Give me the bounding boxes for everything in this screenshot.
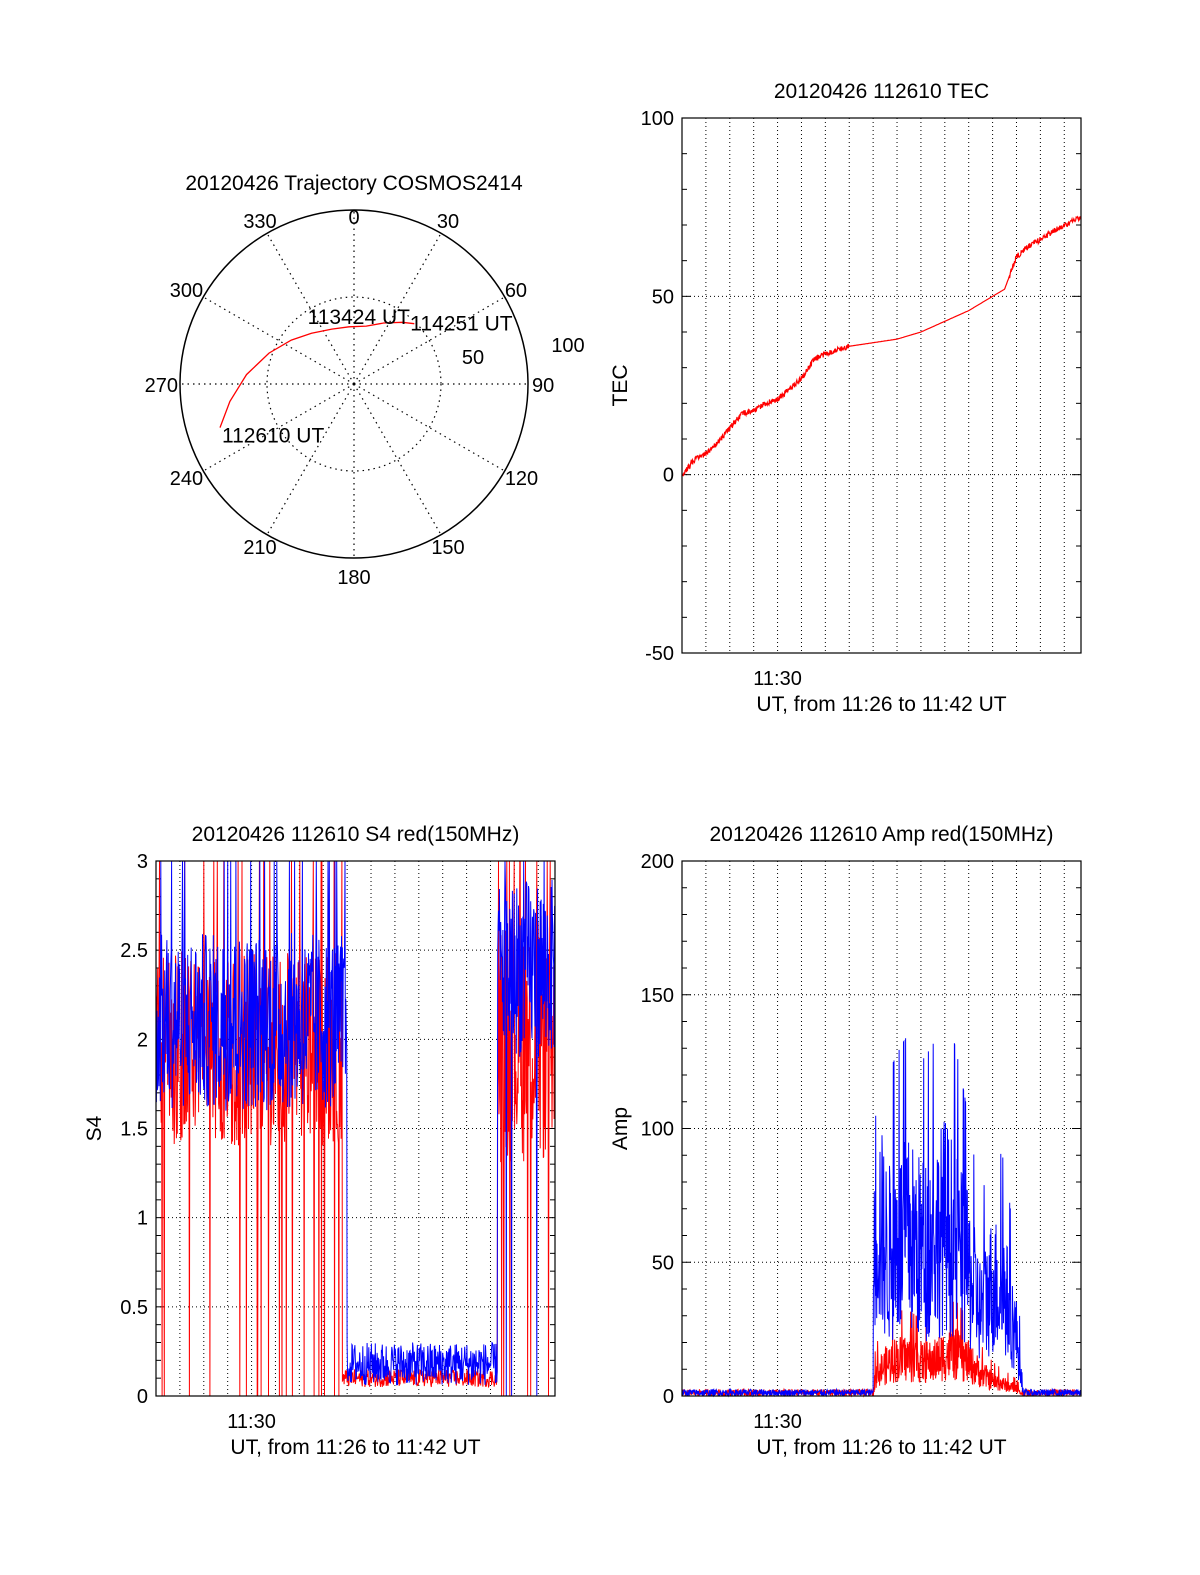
azimuth-label: 0 (348, 207, 359, 229)
trajectory-annotation: 114251 UT (410, 313, 513, 336)
y-tick-label: 2 (137, 1029, 148, 1051)
y-axis-label: S4 (83, 1115, 106, 1141)
y-tick-label: 2.5 (120, 940, 148, 962)
y-axis-label: TEC (609, 365, 632, 407)
ring-label: 100 (551, 335, 584, 357)
series-line (155, 860, 556, 1397)
polar-spoke (266, 233, 355, 385)
azimuth-label: 300 (170, 280, 203, 302)
chart-title: 20120426 112610 Amp red(150MHz) (709, 823, 1053, 846)
x-axis-label: UT, from 11:26 to 11:42 UT (756, 1436, 1006, 1459)
plot-frame (681, 117, 1082, 654)
azimuth-label: 120 (505, 468, 538, 490)
polar-spoke (353, 233, 442, 385)
polar-spoke (353, 383, 442, 535)
y-tick-label: 1.5 (120, 1119, 148, 1141)
azimuth-label: 30 (437, 211, 459, 233)
y-tick-label: 0 (663, 465, 674, 487)
azimuth-label: 150 (431, 537, 464, 559)
plot-frame (155, 860, 556, 1397)
series-line (681, 215, 1082, 477)
x-tick-label: 11:30 (753, 668, 802, 690)
y-tick-label: 0 (137, 1386, 148, 1408)
polar-spoke (353, 296, 505, 385)
y-tick-label: 0 (663, 1386, 674, 1408)
azimuth-label: 270 (145, 375, 178, 397)
y-tick-label: 150 (641, 985, 674, 1007)
polar-spoke (266, 383, 355, 535)
plot-frame (681, 860, 1082, 1397)
y-tick-label: 100 (641, 1119, 674, 1141)
azimuth-label: 330 (243, 211, 276, 233)
series-line (155, 860, 556, 1397)
x-tick-label: 11:30 (753, 1411, 802, 1433)
x-tick-label: 11:30 (227, 1411, 276, 1433)
y-tick-label: 3 (137, 851, 148, 873)
trajectory-annotation: 112610 UT (222, 425, 325, 448)
chart-panel-tec: 20120426 112610 TEC -50 0 50 100 11:30 UT, fro… (609, 80, 1082, 716)
trajectory-line (219, 321, 415, 428)
series-line (681, 1038, 1082, 1398)
polar-spoke (353, 383, 505, 472)
y-tick-label: 100 (641, 108, 674, 130)
ring-label: 50 (462, 347, 484, 369)
chart-panel-amp: 20120426 112610 Amp red(150MHz) 0 50 100 150… (609, 823, 1082, 1459)
chart-title: 20120426 112610 TEC (774, 80, 989, 103)
polar-spoke (203, 296, 355, 385)
azimuth-label: 90 (532, 375, 554, 397)
azimuth-label: 240 (170, 468, 203, 490)
trajectory-annotation: 113424 UT (308, 306, 411, 329)
y-tick-label: 50 (652, 286, 674, 308)
chart-title: 20120426 112610 S4 red(150MHz) (192, 823, 520, 846)
x-axis-label: UT, from 11:26 to 11:42 UT (230, 1436, 480, 1459)
y-axis-label: Amp (609, 1107, 632, 1150)
azimuth-label: 180 (337, 567, 370, 589)
chart-panel-s4: 20120426 112610 S4 red(150MHz) 0 0.5 1 1.5 2 2… (83, 823, 556, 1459)
y-tick-label: -50 (645, 643, 674, 665)
polar-outer-ring (179, 209, 529, 559)
y-tick-label: 0.5 (120, 1297, 148, 1319)
polar-spoke (203, 383, 355, 472)
polar-ring (266, 296, 442, 472)
y-tick-label: 50 (652, 1252, 674, 1274)
polar-chart: 20120426 Trajectory COSMOS2414 0 30 60 90 120… (145, 172, 585, 589)
y-tick-label: 200 (641, 851, 674, 873)
series-line (681, 1301, 1082, 1398)
azimuth-label: 210 (243, 537, 276, 559)
azimuth-label: 60 (505, 280, 527, 302)
chart-title: 20120426 Trajectory COSMOS2414 (185, 172, 523, 195)
x-axis-label: UT, from 11:26 to 11:42 UT (756, 693, 1006, 716)
y-tick-label: 1 (137, 1208, 148, 1230)
